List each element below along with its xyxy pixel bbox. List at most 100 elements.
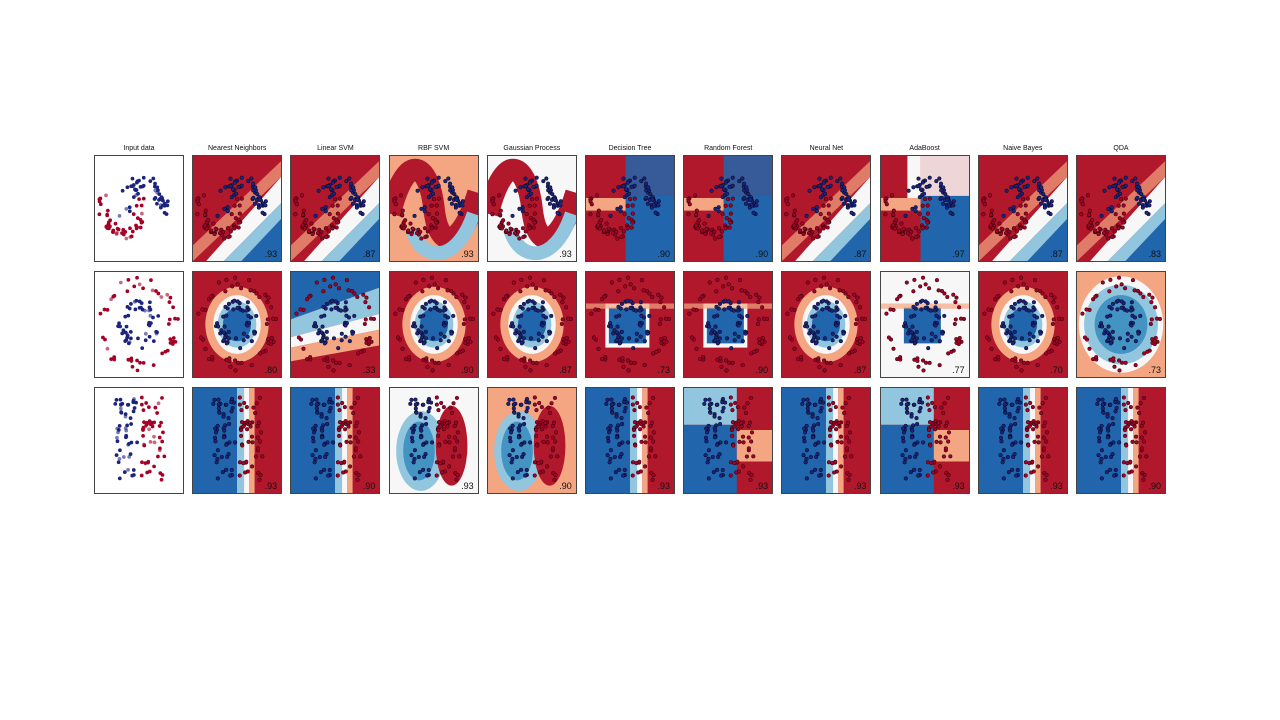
data-point-class0	[432, 282, 436, 286]
data-point-class1	[314, 448, 318, 452]
data-point-class0	[218, 231, 222, 235]
data-point-class0	[1026, 444, 1030, 448]
data-point-class0	[623, 212, 627, 216]
data-point-class1	[216, 424, 220, 428]
data-point-class0	[631, 403, 635, 407]
data-point-class1	[129, 302, 133, 306]
data-point-class0	[231, 285, 235, 289]
data-point-class1	[123, 315, 127, 319]
data-point-class1	[331, 299, 335, 303]
data-point-class0	[933, 427, 937, 431]
data-point-class0	[940, 289, 944, 293]
data-point-class0	[551, 446, 555, 450]
data-point-class0	[631, 460, 635, 464]
data-point-class1	[806, 407, 810, 411]
data-point-class1	[247, 179, 251, 183]
accuracy-score: .70	[1050, 365, 1063, 375]
data-point-class0	[982, 312, 986, 316]
data-point-class1	[264, 203, 268, 207]
data-point-class1	[1011, 341, 1015, 345]
data-point-class0	[528, 204, 532, 208]
data-point-class0	[983, 202, 987, 206]
data-point-class0	[332, 359, 336, 363]
data-point-class1	[508, 453, 512, 457]
data-point-class1	[511, 448, 515, 452]
data-point-class1	[227, 416, 231, 420]
data-point-class0	[901, 227, 905, 231]
data-point-class1	[1111, 337, 1115, 341]
data-point-class1	[1017, 187, 1021, 191]
data-point-class1	[223, 338, 227, 342]
data-point-class1	[522, 337, 526, 341]
data-point-class1	[1032, 179, 1036, 183]
data-point-class1	[1003, 411, 1007, 415]
data-point-class0	[436, 408, 440, 412]
data-point-class1	[723, 308, 727, 312]
data-point-class1	[1002, 398, 1006, 402]
data-point-class0	[400, 224, 404, 228]
data-point-class1	[1037, 182, 1041, 186]
data-point-class0	[153, 440, 157, 444]
data-point-class0	[812, 237, 816, 241]
data-point-class0	[850, 454, 854, 458]
data-point-class0	[171, 340, 175, 344]
data-point-class1	[250, 339, 254, 343]
data-point-class1	[331, 181, 335, 185]
data-point-class1	[329, 406, 333, 410]
data-point-class0	[128, 226, 132, 230]
data-point-class0	[750, 431, 754, 435]
data-point-class0	[895, 357, 899, 361]
data-point-class1	[128, 205, 132, 209]
data-point-class1	[246, 335, 250, 339]
data-point-class0	[899, 222, 903, 226]
data-point-class0	[622, 230, 626, 234]
decision-boundary-plot	[782, 156, 870, 261]
data-point-class1	[634, 309, 638, 313]
data-point-class1	[710, 189, 714, 193]
data-point-class1	[442, 335, 446, 339]
data-point-class1	[941, 202, 945, 206]
data-point-class0	[788, 336, 792, 340]
data-point-class0	[845, 446, 849, 450]
data-point-class0	[518, 289, 522, 293]
classifier-panel: .93	[192, 387, 282, 494]
data-point-class0	[116, 227, 120, 231]
data-point-class0	[1093, 229, 1097, 233]
data-point-class1	[345, 314, 349, 318]
data-point-class1	[547, 332, 551, 336]
data-point-class1	[131, 400, 135, 404]
data-point-class0	[334, 282, 338, 286]
data-point-class1	[610, 398, 614, 402]
data-point-class1	[829, 176, 833, 180]
data-point-class1	[1013, 337, 1017, 341]
classifier-panel: .93	[880, 387, 970, 494]
data-point-class1	[620, 422, 624, 426]
data-point-class0	[440, 471, 444, 475]
data-point-class1	[117, 460, 121, 464]
data-point-class1	[115, 436, 119, 440]
data-point-class1	[1129, 309, 1133, 313]
data-point-class0	[406, 295, 410, 299]
data-point-class1	[541, 300, 545, 304]
data-point-class0	[1051, 322, 1055, 326]
data-point-class1	[715, 443, 719, 447]
data-point-class0	[467, 336, 471, 340]
data-point-class0	[600, 357, 604, 361]
data-point-class0	[1135, 440, 1139, 444]
data-point-class0	[757, 318, 761, 322]
data-point-class0	[512, 281, 516, 285]
data-point-class0	[256, 446, 260, 450]
data-point-class1	[724, 181, 728, 185]
data-point-class1	[933, 324, 937, 328]
data-point-class0	[295, 202, 299, 206]
data-point-class0	[1026, 197, 1030, 201]
data-point-class1	[512, 407, 516, 411]
data-point-class1	[1113, 177, 1117, 181]
data-point-class1	[933, 309, 937, 313]
data-point-class1	[623, 409, 627, 413]
classifier-panel: .73	[1076, 271, 1166, 378]
data-point-class1	[546, 188, 550, 192]
data-point-class0	[749, 396, 753, 400]
data-point-class1	[522, 452, 526, 456]
data-point-class1	[427, 406, 431, 410]
